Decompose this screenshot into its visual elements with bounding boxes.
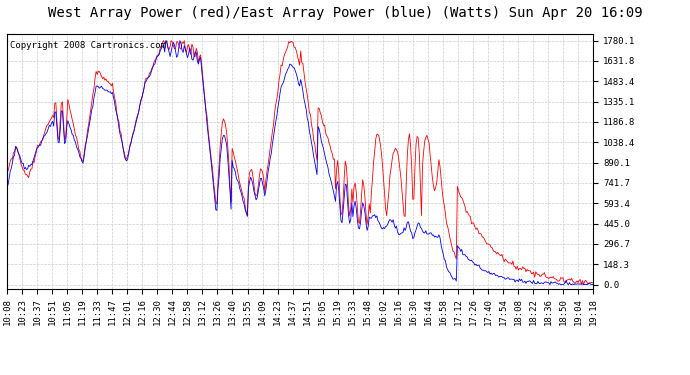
- Text: Copyright 2008 Cartronics.com: Copyright 2008 Cartronics.com: [10, 41, 166, 50]
- Text: West Array Power (red)/East Array Power (blue) (Watts) Sun Apr 20 16:09: West Array Power (red)/East Array Power …: [48, 6, 642, 20]
